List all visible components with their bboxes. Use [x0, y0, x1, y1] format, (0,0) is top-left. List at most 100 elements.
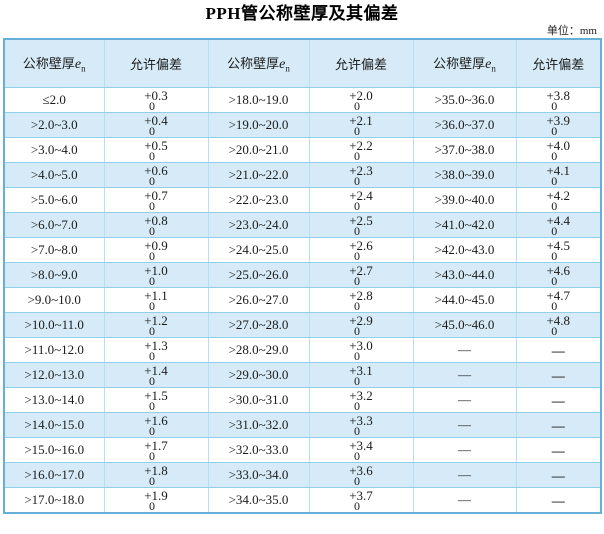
deviation-upper: +4.8 [546, 313, 571, 328]
deviation-lower: 0 [149, 399, 155, 413]
thickness-range-cell: >33.0~34.0 [207, 462, 310, 488]
deviation-lower: 0 [354, 299, 360, 313]
deviation-upper: +3.2 [349, 388, 373, 403]
deviation-cell: +1.5 0 [103, 387, 209, 413]
deviation-dash: — [551, 417, 565, 433]
thickness-range-cell: >39.0~40.0 [412, 187, 517, 213]
deviation-lower: 0 [551, 274, 558, 288]
deviation-upper: +4.5 [546, 238, 571, 253]
deviation-cell: +4.4 0 [515, 212, 602, 238]
deviation-lower: 0 [149, 499, 155, 513]
deviation-lower: 0 [149, 174, 155, 188]
thickness-range-cell: >31.0~32.0 [207, 412, 310, 438]
deviation-lower: 0 [354, 449, 360, 463]
deviation-upper: +1.6 [144, 413, 168, 428]
thickness-range-cell: >16.0~17.0 [3, 462, 105, 488]
header-thickness-1: 公称壁厚en [3, 38, 105, 88]
page-title: PPH管公称壁厚及其偏差 [205, 4, 399, 23]
deviation-lower: 0 [354, 124, 360, 138]
deviation-upper: +3.1 [349, 363, 373, 378]
header-thickness-2: 公称壁厚en [207, 38, 310, 88]
deviation-lower: 0 [354, 99, 360, 113]
header-thickness-label: 公称壁厚 [227, 56, 280, 72]
thickness-range-cell: >9.0~10.0 [3, 287, 105, 313]
thickness-range-cell: >20.0~21.0 [207, 137, 310, 163]
deviation-upper: +4.7 [546, 288, 571, 303]
thickness-range-cell: — [412, 462, 517, 488]
deviation-cell: +2.2 0 [308, 137, 414, 163]
thickness-range-cell: >8.0~9.0 [3, 262, 105, 288]
table-row: >11.0~12.0 +1.3 0 >28.0~29.0 +3.0 0— — [3, 337, 602, 363]
deviation-cell: +3.9 0 [515, 112, 602, 138]
thickness-range-cell: — [412, 437, 517, 463]
deviation-cell: +2.1 0 [308, 112, 414, 138]
deviation-upper: +3.9 [546, 113, 571, 128]
deviation-upper: +2.1 [349, 113, 373, 128]
thickness-range-cell: >13.0~14.0 [3, 387, 105, 413]
thickness-range-cell: >34.0~35.0 [207, 487, 310, 514]
header-thickness-label: 公称壁厚 [22, 56, 75, 72]
deviation-upper: +0.6 [144, 163, 168, 178]
deviation-cell: +0.9 0 [103, 237, 209, 263]
thickness-range-cell: >15.0~16.0 [3, 437, 105, 463]
thickness-range-cell: >24.0~25.0 [207, 237, 310, 263]
thickness-range-cell: >36.0~37.0 [412, 112, 517, 138]
table-body: ≤2.0 +0.3 0 >18.0~19.0 +2.0 0 >35.0~36.0 +3.8 0 >… [3, 87, 602, 514]
deviation-cell: +3.0 0 [308, 337, 414, 363]
deviation-lower: 0 [551, 299, 558, 313]
deviation-lower: 0 [149, 249, 155, 263]
table-row: >14.0~15.0 +1.6 0 >31.0~32.0 +3.3 0— — [3, 412, 602, 438]
deviation-cell: +2.6 0 [308, 237, 414, 263]
deviation-lower: 0 [149, 274, 155, 288]
deviation-upper: +3.3 [349, 413, 373, 428]
deviation-dash: — [551, 442, 565, 458]
deviation-cell: +2.7 0 [308, 262, 414, 288]
thickness-range-cell: >6.0~7.0 [3, 212, 105, 238]
deviation-lower: 0 [149, 224, 155, 238]
table-row: >7.0~8.0 +0.9 0 >24.0~25.0 +2.6 0 >42.0~43.0 +4… [3, 237, 602, 263]
thickness-range-cell: >35.0~36.0 [412, 87, 517, 113]
thickness-range-cell: >3.0~4.0 [3, 137, 105, 163]
deviation-lower: 0 [149, 99, 155, 113]
thickness-symbol: e [485, 57, 492, 73]
thickness-range-cell: — [412, 412, 517, 438]
deviation-cell: +1.2 0 [103, 312, 209, 338]
deviation-lower: 0 [354, 474, 360, 488]
table-row: >3.0~4.0 +0.5 0 >20.0~21.0 +2.2 0 >37.0~38.0 +4… [3, 137, 602, 163]
deviation-lower: 0 [149, 374, 155, 388]
deviation-lower: 0 [149, 324, 155, 338]
deviation-upper: +1.9 [144, 488, 168, 503]
deviation-upper: +4.0 [546, 138, 571, 153]
deviation-lower: 0 [354, 399, 360, 413]
deviation-cell: — [515, 437, 602, 463]
thickness-range-cell: >17.0~18.0 [3, 487, 105, 514]
thickness-range-cell: >7.0~8.0 [3, 237, 105, 263]
thickness-symbol: e [279, 57, 286, 73]
thickness-range-cell: — [412, 387, 517, 413]
deviation-cell: — [515, 387, 602, 413]
deviation-lower: 0 [149, 449, 155, 463]
table-row: >5.0~6.0 +0.7 0 >22.0~23.0 +2.4 0 >39.0~40.0 +4… [3, 187, 602, 213]
deviation-cell: +1.3 0 [103, 337, 209, 363]
thickness-range-cell: >14.0~15.0 [3, 412, 105, 438]
deviation-lower: 0 [354, 224, 360, 238]
thickness-range-cell: >4.0~5.0 [3, 162, 105, 188]
deviation-upper: +3.7 [349, 488, 373, 503]
deviation-upper: +1.8 [144, 463, 168, 478]
thickness-range-cell: >18.0~19.0 [207, 87, 310, 113]
thickness-range-cell: >37.0~38.0 [412, 137, 517, 163]
thickness-range-cell: >29.0~30.0 [207, 362, 310, 388]
deviation-cell: +4.7 0 [515, 287, 602, 313]
deviation-upper: +2.5 [349, 213, 373, 228]
thickness-range-cell: >44.0~45.0 [412, 287, 517, 313]
deviation-cell: +3.4 0 [308, 437, 414, 463]
table-row: >12.0~13.0 +1.4 0 >29.0~30.0 +3.1 0— — [3, 362, 602, 388]
deviation-lower: 0 [149, 424, 155, 438]
deviation-cell: — [515, 412, 602, 438]
deviation-upper: +3.4 [349, 438, 373, 453]
deviation-cell: +0.7 0 [103, 187, 209, 213]
table-row: >6.0~7.0 +0.8 0 >23.0~24.0 +2.5 0 >41.0~42.0 +4… [3, 212, 602, 238]
deviation-cell: — [515, 487, 602, 514]
deviation-cell: +3.2 0 [308, 387, 414, 413]
deviation-cell: +4.1 0 [515, 162, 602, 188]
